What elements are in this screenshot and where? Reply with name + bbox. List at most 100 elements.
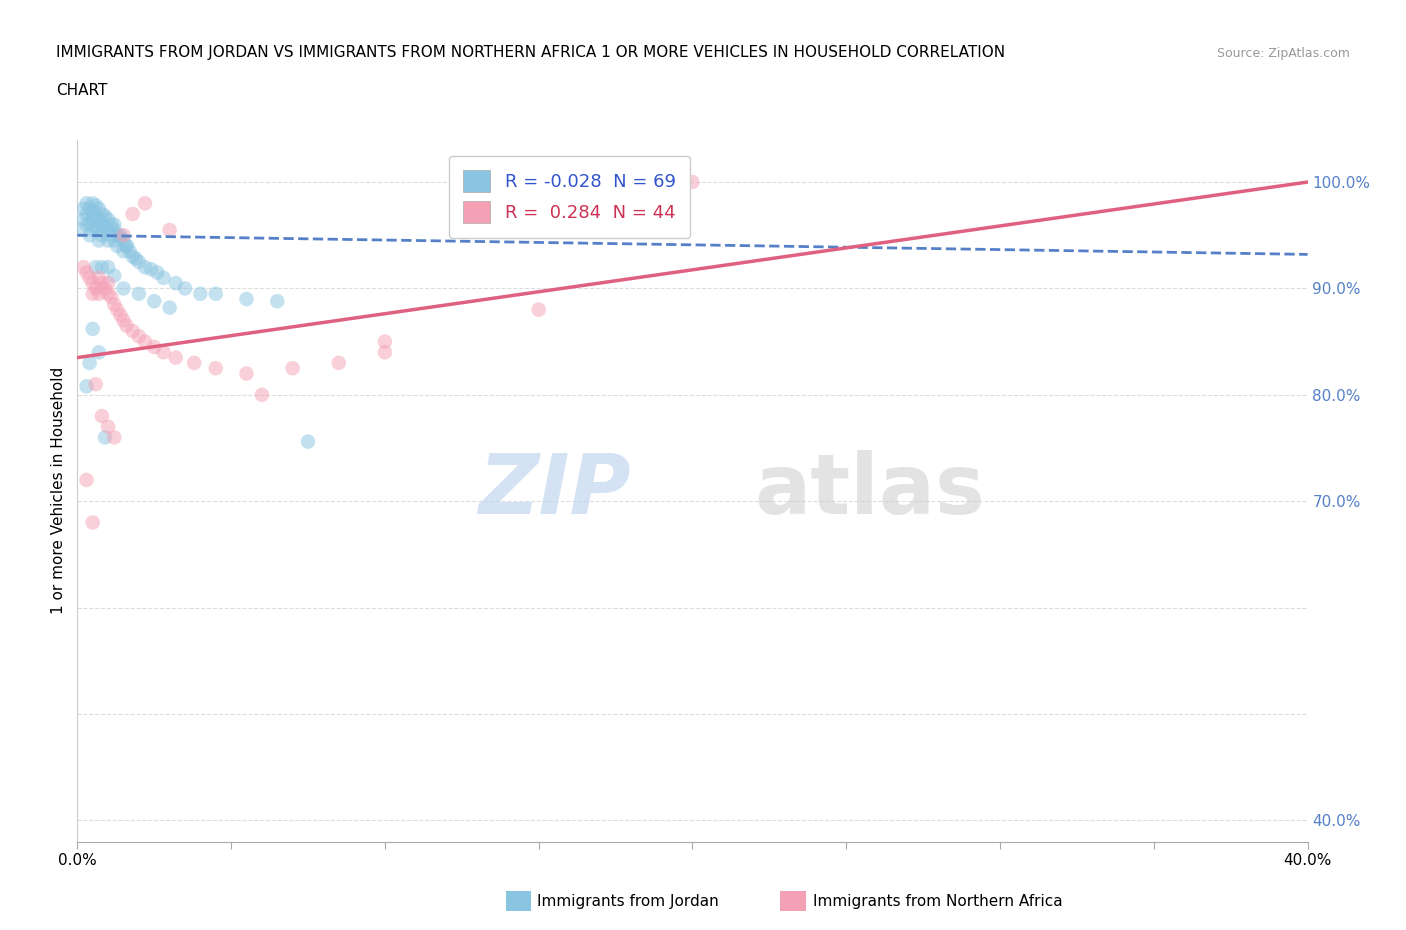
Point xyxy=(235,292,257,307)
Point xyxy=(97,275,120,290)
Point xyxy=(82,275,104,290)
Point xyxy=(134,196,156,211)
Point xyxy=(72,201,94,216)
Point xyxy=(146,265,169,280)
Point xyxy=(374,345,396,360)
Point xyxy=(115,318,138,333)
Point xyxy=(115,238,138,253)
Point xyxy=(90,218,114,232)
Point xyxy=(328,355,350,370)
Point xyxy=(143,339,166,354)
Point xyxy=(87,345,110,360)
Point xyxy=(79,201,101,216)
Point xyxy=(112,281,135,296)
Point xyxy=(112,228,135,243)
Point xyxy=(100,218,122,232)
Point xyxy=(266,294,288,309)
Point xyxy=(112,244,135,259)
Point xyxy=(159,222,181,237)
Point xyxy=(105,228,128,243)
Point xyxy=(76,206,98,221)
Point xyxy=(103,233,125,248)
Text: IMMIGRANTS FROM JORDAN VS IMMIGRANTS FROM NORTHERN AFRICA 1 OR MORE VEHICLES IN : IMMIGRANTS FROM JORDAN VS IMMIGRANTS FRO… xyxy=(56,46,1005,60)
Text: Immigrants from Jordan: Immigrants from Jordan xyxy=(537,894,718,909)
Point xyxy=(87,201,110,216)
Point xyxy=(110,308,132,323)
Point xyxy=(84,208,107,223)
Point xyxy=(90,408,114,423)
Legend: R = -0.028  N = 69, R =  0.284  N = 44: R = -0.028 N = 69, R = 0.284 N = 44 xyxy=(449,155,690,237)
Point xyxy=(112,312,135,327)
Point xyxy=(103,297,125,312)
Point xyxy=(159,300,181,315)
Point xyxy=(297,434,319,449)
Point xyxy=(72,212,94,227)
Point xyxy=(152,271,174,286)
Point xyxy=(100,289,122,304)
Point xyxy=(103,218,125,232)
Point xyxy=(94,208,117,223)
Y-axis label: 1 or more Vehicles in Household: 1 or more Vehicles in Household xyxy=(51,367,66,614)
Point xyxy=(103,268,125,283)
Point xyxy=(110,230,132,245)
Point xyxy=(134,334,156,349)
Point xyxy=(87,271,110,286)
Point xyxy=(87,222,110,237)
Text: ZIP: ZIP xyxy=(478,450,631,531)
Point xyxy=(82,196,104,211)
Point xyxy=(84,377,107,392)
Point xyxy=(204,286,226,301)
Point xyxy=(103,222,125,237)
Point xyxy=(97,222,120,237)
Point xyxy=(128,255,150,270)
Point xyxy=(143,294,166,309)
Point xyxy=(94,430,117,445)
Point xyxy=(76,379,98,393)
Point xyxy=(79,355,101,370)
Point xyxy=(204,361,226,376)
Point xyxy=(79,215,101,230)
Point xyxy=(105,302,128,317)
Point xyxy=(90,259,114,274)
Point xyxy=(76,196,98,211)
Point xyxy=(121,324,143,339)
Point xyxy=(281,361,304,376)
Point xyxy=(82,222,104,237)
Point xyxy=(682,175,704,190)
Point xyxy=(183,355,205,370)
Point xyxy=(84,198,107,213)
Point xyxy=(97,259,120,274)
Point xyxy=(87,286,110,301)
Point xyxy=(152,345,174,360)
Point xyxy=(97,419,120,434)
Point xyxy=(174,281,197,296)
Point xyxy=(165,351,187,365)
Point xyxy=(90,275,114,290)
Point xyxy=(76,265,98,280)
Point xyxy=(235,366,257,381)
Point xyxy=(188,286,212,301)
Point xyxy=(82,205,104,219)
Point xyxy=(128,329,150,344)
Point xyxy=(105,238,128,253)
Point xyxy=(84,259,107,274)
Point xyxy=(125,251,148,266)
Point xyxy=(82,212,104,227)
Point xyxy=(76,472,98,487)
Point xyxy=(165,275,187,290)
Point xyxy=(374,334,396,349)
Point xyxy=(84,219,107,234)
Point xyxy=(90,206,114,221)
Text: Immigrants from Northern Africa: Immigrants from Northern Africa xyxy=(813,894,1063,909)
Point xyxy=(97,286,120,301)
Point xyxy=(115,238,138,253)
Point xyxy=(82,286,104,301)
Point xyxy=(87,212,110,227)
Point xyxy=(118,244,141,259)
Point xyxy=(76,218,98,232)
Point xyxy=(250,388,273,403)
Point xyxy=(97,233,120,248)
Point xyxy=(121,206,143,221)
Point xyxy=(84,281,107,296)
Point xyxy=(141,262,163,277)
